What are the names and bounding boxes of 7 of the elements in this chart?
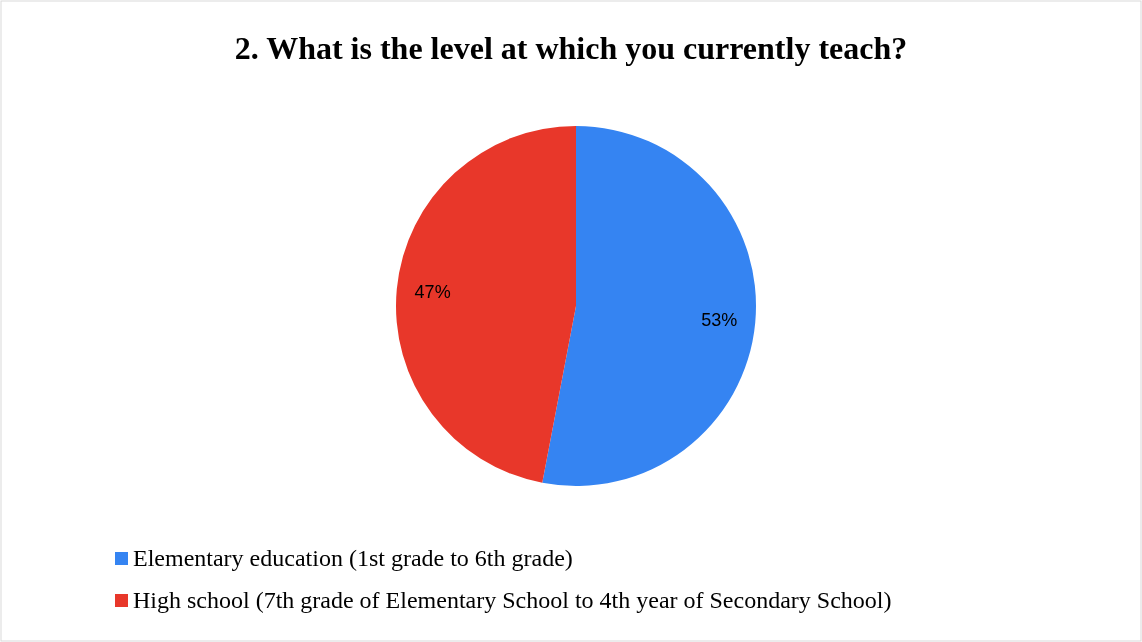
chart-title: 2. What is the level at which you currently teach?	[234, 30, 908, 66]
data-label: 47%	[414, 282, 451, 303]
legend-label: High school (7th grade of Elementary School to 4th year of Secondary School)	[133, 587, 892, 613]
data-label: 53%	[701, 309, 738, 330]
legend-label: Elementary education (1st grade to 6th grade)	[133, 545, 573, 571]
pie-slice	[542, 126, 756, 486]
pie-slice	[396, 126, 576, 483]
